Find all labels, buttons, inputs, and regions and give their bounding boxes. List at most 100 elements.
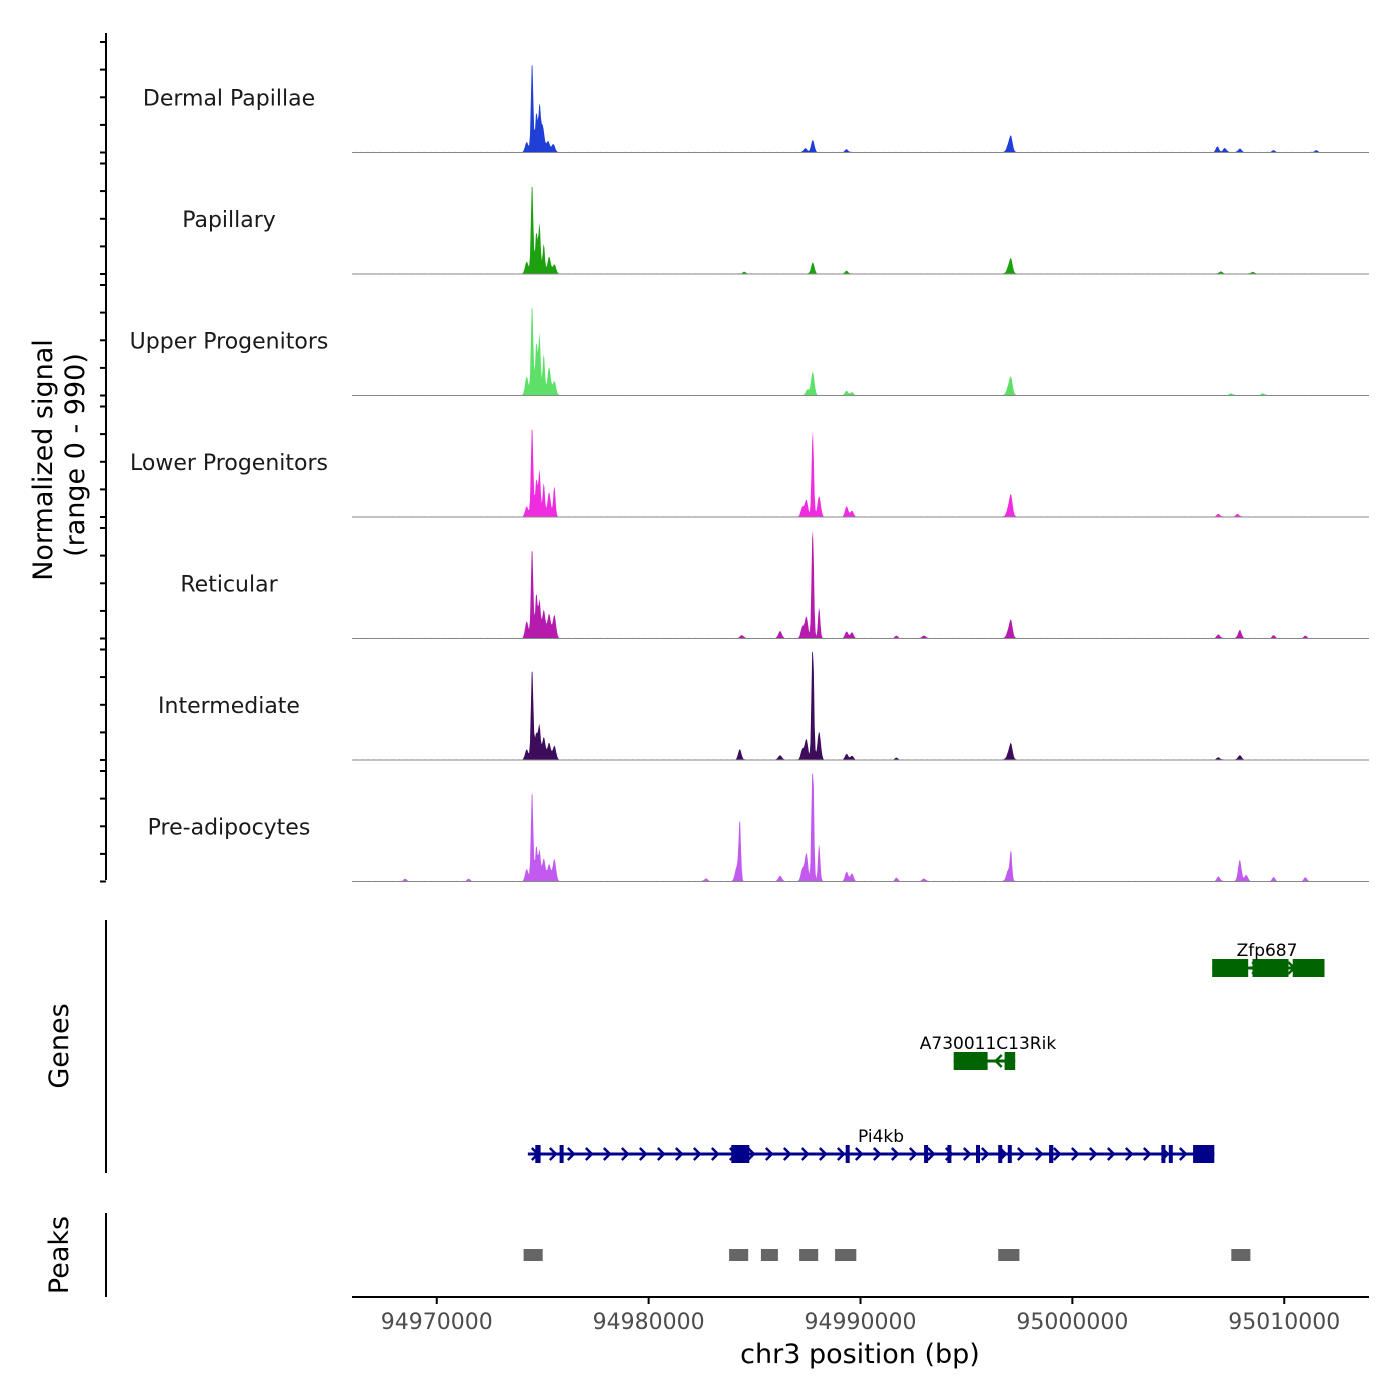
strand-arrow	[710, 1147, 720, 1161]
track-reticular: Reticular	[180, 530, 1369, 639]
track-label: Intermediate	[158, 694, 300, 719]
strand-arrow	[1034, 1147, 1044, 1161]
strand-arrow	[638, 1147, 648, 1161]
x-tick-label: 95010000	[1228, 1310, 1340, 1335]
gene-exon	[947, 1145, 952, 1163]
strand-arrow	[1106, 1147, 1116, 1161]
x-tick-label: 94990000	[805, 1310, 917, 1335]
strand-arrow	[1016, 1147, 1026, 1161]
coverage-area	[352, 308, 1369, 396]
gene-exon	[953, 1052, 988, 1070]
strand-arrow	[1088, 1147, 1098, 1161]
strand-arrow	[1124, 1147, 1134, 1161]
strand-arrow	[836, 1147, 846, 1161]
gene-name-label: A730011C13Rik	[920, 1034, 1057, 1054]
gene-exon	[1004, 1052, 1016, 1070]
strand-arrow	[890, 1147, 900, 1161]
gene-a730011c13rik: A730011C13Rik	[920, 1034, 1057, 1070]
gene-models: Zfp687 A730011C13Rik Pi4kb	[527, 941, 1325, 1163]
gene-exon	[1193, 1145, 1215, 1163]
strand-arrow	[908, 1147, 918, 1161]
x-tick-label: 94970000	[381, 1310, 493, 1335]
gene-name-label: Pi4kb	[858, 1127, 904, 1147]
x-axis-title: chr3 position (bp)	[740, 1339, 980, 1370]
track-label: Pre-adipocytes	[148, 816, 311, 841]
gene-name-label: Zfp687	[1237, 941, 1298, 961]
track-lower-progenitors: Lower Progenitors	[130, 429, 1369, 518]
peak-region	[799, 1249, 819, 1261]
strand-arrow	[993, 1054, 1003, 1068]
peak-track-title: Peaks	[44, 1216, 75, 1294]
strand-arrow	[584, 1147, 594, 1161]
peak-region	[835, 1249, 857, 1261]
track-dermal-papillae: Dermal Papillae	[143, 65, 1369, 153]
gene-exon	[1168, 1145, 1173, 1163]
strand-arrow	[854, 1147, 864, 1161]
peak-region	[760, 1249, 778, 1261]
coverage-area	[352, 773, 1369, 882]
track-label: Reticular	[180, 573, 278, 598]
coverage-area	[352, 429, 1369, 517]
strand-arrow	[872, 1147, 882, 1161]
peak-regions	[523, 1249, 1251, 1261]
strand-arrow	[926, 1147, 936, 1161]
peak-region	[998, 1249, 1020, 1261]
gene-exon	[731, 1145, 750, 1163]
coverage-area	[352, 652, 1369, 760]
strand-arrow	[674, 1147, 684, 1161]
strand-arrow	[818, 1147, 828, 1161]
gene-zfp687: Zfp687	[1212, 941, 1325, 977]
strand-arrow	[1052, 1147, 1062, 1161]
gene-exon	[559, 1145, 564, 1163]
strand-arrow	[692, 1147, 702, 1161]
gene-exon	[924, 1145, 929, 1163]
strand-arrow	[566, 1147, 576, 1161]
peak-region	[729, 1249, 749, 1261]
coverage-tracks: Dermal Papillae Papillary Upper Progenitor…	[130, 65, 1369, 882]
strand-arrow	[1178, 1147, 1188, 1161]
coverage-area	[352, 65, 1369, 153]
gene-exon	[976, 1145, 980, 1163]
strand-arrow	[962, 1147, 972, 1161]
peak-region	[1231, 1249, 1251, 1261]
x-tick-label: 94980000	[593, 1310, 705, 1335]
gene-exon	[1292, 959, 1325, 977]
strand-arrow	[656, 1147, 666, 1161]
coverage-area	[352, 530, 1369, 639]
track-label: Upper Progenitors	[130, 330, 329, 355]
track-upper-progenitors: Upper Progenitors	[130, 308, 1369, 396]
x-tick-label: 95000000	[1016, 1310, 1128, 1335]
gene-panel: Genes Zfp687 A730011C13Rik Pi4kb	[44, 920, 1325, 1173]
gene-exon	[845, 1145, 850, 1163]
gene-track-title: Genes	[44, 1003, 75, 1088]
track-label: Papillary	[182, 208, 276, 233]
strand-arrow	[602, 1147, 612, 1161]
gene-pi4kb: Pi4kb	[527, 1127, 1215, 1163]
track-papillary: Papillary	[182, 186, 1369, 275]
strand-arrow	[800, 1147, 810, 1161]
gene-exon	[1049, 1145, 1054, 1163]
signal-y-axis	[100, 33, 107, 883]
strand-arrow	[1142, 1147, 1152, 1161]
peak-region	[523, 1249, 543, 1261]
peak-panel: Peaks	[44, 1213, 1251, 1297]
coverage-area	[352, 186, 1369, 274]
track-pre-adipocytes: Pre-adipocytes	[148, 773, 1369, 882]
gene-exon	[1212, 959, 1249, 977]
gene-exon	[998, 1145, 1003, 1163]
strand-arrow	[548, 1147, 558, 1161]
strand-arrow	[746, 1147, 756, 1161]
strand-arrow	[620, 1147, 630, 1161]
x-axis: 94970000 94980000 94990000 95000000 95010000…	[352, 1296, 1369, 1370]
x-axis-ticks: 94970000 94980000 94990000 95000000 95010000	[381, 1297, 1340, 1335]
strand-arrow	[782, 1147, 792, 1161]
strand-arrow	[764, 1147, 774, 1161]
gene-exon	[1161, 1145, 1166, 1163]
y-axis-subtitle: (range 0 - 990)	[60, 353, 91, 557]
strand-arrow	[980, 1147, 990, 1161]
gene-exon	[1252, 959, 1289, 977]
gene-exon	[1007, 1145, 1012, 1163]
track-label: Dermal Papillae	[143, 87, 315, 112]
track-label: Lower Progenitors	[130, 451, 328, 476]
track-intermediate: Intermediate	[158, 652, 1369, 761]
